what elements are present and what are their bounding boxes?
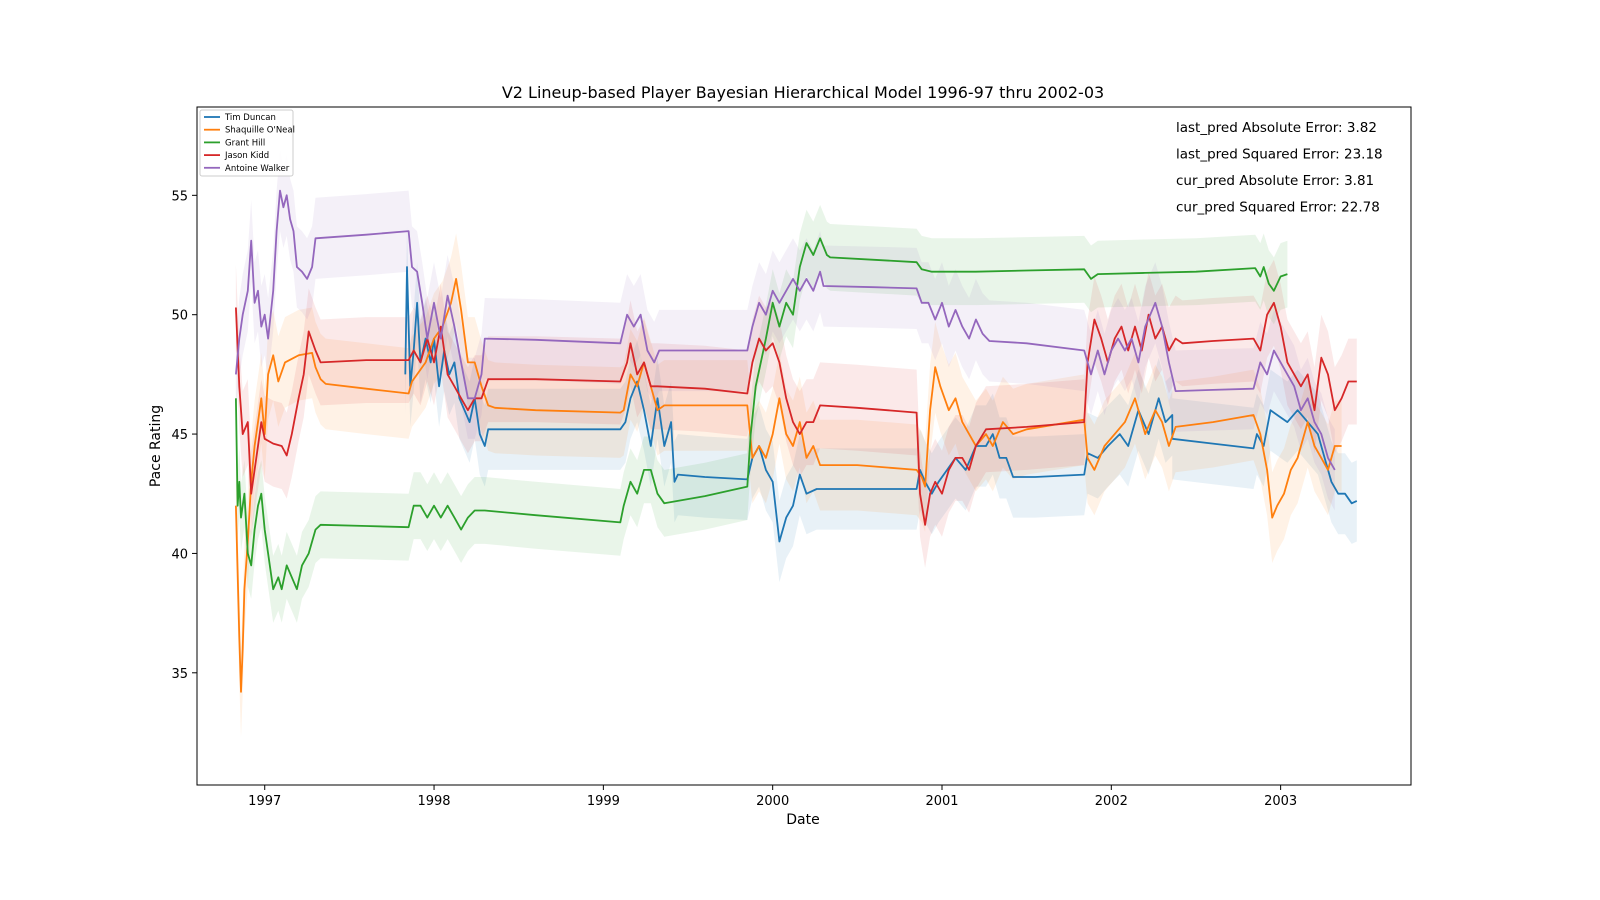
legend-label-antoine-walker: Antoine Walker	[225, 164, 290, 174]
x-tick-label: 2003	[1264, 794, 1297, 809]
x-tick-label: 2002	[1095, 794, 1128, 809]
y-tick-label: 55	[171, 189, 188, 204]
plot-area-frame	[196, 106, 1412, 786]
error-annotations: last_pred Absolute Error: 3.82 last_pred …	[1176, 120, 1383, 216]
y-axis-label: Pace Rating	[148, 405, 164, 487]
y-tick-label: 40	[171, 547, 188, 562]
y-axis: 35 40 45 50 55	[171, 189, 197, 682]
x-tick-label: 1997	[248, 794, 281, 809]
band-grant-hill	[235, 204, 1288, 623]
y-tick-label: 35	[171, 667, 188, 682]
y-tick-label: 45	[171, 428, 188, 443]
annotation-text: cur_pred Squared Error: 22.78	[1176, 200, 1380, 216]
annotation-text: last_pred Squared Error: 23.18	[1176, 147, 1383, 163]
confidence-bands	[235, 150, 1357, 738]
legend-box	[199, 109, 294, 177]
legend: Tim Duncan Shaquille O'Neal Grant Hill Jaso…	[199, 109, 295, 177]
series-lines	[235, 189, 1358, 693]
series-line-jason-kidd	[235, 301, 1357, 526]
y-tick-label: 50	[171, 309, 188, 324]
series-line-tim-duncan	[404, 266, 1358, 543]
x-tick-label: 2000	[756, 794, 789, 809]
series-line-shaquille-o-neal	[235, 277, 1342, 693]
annotation-text: cur_pred Absolute Error: 3.81	[1176, 173, 1374, 189]
annotation-text: last_pred Absolute Error: 3.82	[1176, 120, 1377, 136]
x-axis: 1997 1998 1999 2000 2001 2002 2003	[248, 785, 1297, 809]
legend-label-shaquille-o-neal: Shaquille O'Neal	[225, 126, 295, 136]
band-jason-kidd	[235, 259, 1357, 568]
series-line-antoine-walker	[235, 189, 1336, 471]
series-line-grant-hill	[235, 237, 1288, 591]
chart-title: V2 Lineup-based Player Bayesian Hierarch…	[502, 83, 1104, 102]
legend-label-tim-duncan: Tim Duncan	[224, 113, 276, 123]
x-axis-label: Date	[786, 812, 819, 828]
x-tick-label: 2001	[925, 794, 958, 809]
x-tick-label: 1999	[587, 794, 620, 809]
band-tim-duncan	[405, 226, 1357, 583]
legend-label-jason-kidd: Jason Kidd	[224, 151, 269, 161]
x-tick-label: 1998	[417, 794, 450, 809]
band-antoine-walker	[235, 150, 1335, 511]
legend-label-grant-hill: Grant Hill	[225, 138, 265, 148]
